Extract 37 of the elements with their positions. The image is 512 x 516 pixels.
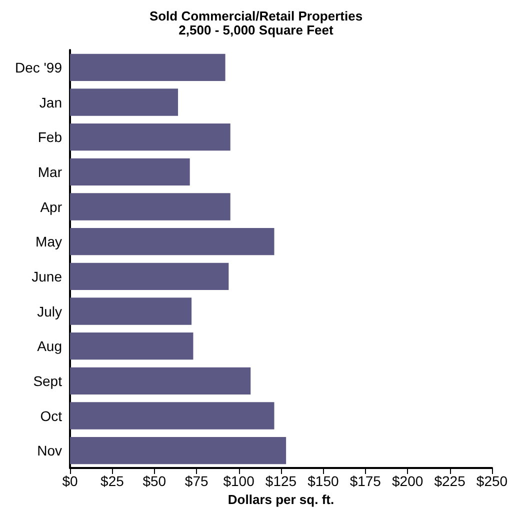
bar xyxy=(70,367,251,394)
y-tick-label: Oct xyxy=(40,408,62,424)
x-tick-label: $100 xyxy=(223,473,255,489)
y-tick-label: May xyxy=(36,234,62,250)
x-tick-label: $175 xyxy=(350,473,382,489)
bar xyxy=(70,158,190,186)
y-tick-label: Aug xyxy=(37,338,62,354)
y-tick-label: Feb xyxy=(38,129,62,146)
x-tick-label: $25 xyxy=(100,473,124,489)
bar xyxy=(70,402,274,430)
x-axis-title: Dollars per sq. ft. xyxy=(228,492,334,507)
x-tick-label: $75 xyxy=(184,473,208,489)
bar xyxy=(70,262,229,290)
x-tick-label: $50 xyxy=(142,473,166,489)
bar xyxy=(70,193,230,220)
y-tick-label: July xyxy=(37,303,62,320)
y-tick-label: Apr xyxy=(40,198,62,215)
bar xyxy=(70,88,178,116)
y-tick-label: Jan xyxy=(39,94,62,110)
x-tick-label: $125 xyxy=(265,473,297,489)
x-tick-label: $150 xyxy=(308,473,339,489)
bar xyxy=(70,54,226,81)
y-tick-label: Mar xyxy=(38,164,62,180)
x-tick-label: $0 xyxy=(62,473,78,489)
bar xyxy=(70,124,230,151)
chart-title: Sold Commercial/Retail Properties 2,500 - 5,000 Square Feet xyxy=(149,8,363,38)
bar xyxy=(70,298,192,325)
y-tick-label: Nov xyxy=(37,442,62,459)
x-tick-label: $200 xyxy=(392,473,424,489)
y-tick-label: June xyxy=(32,268,62,284)
bar xyxy=(70,437,286,464)
bar xyxy=(70,332,194,360)
x-tick-label: $250 xyxy=(476,473,508,489)
bar xyxy=(70,228,274,256)
y-tick-label: Dec '99 xyxy=(14,59,62,76)
x-tick-label: $225 xyxy=(434,473,466,489)
y-tick-label: Sept xyxy=(33,372,62,389)
